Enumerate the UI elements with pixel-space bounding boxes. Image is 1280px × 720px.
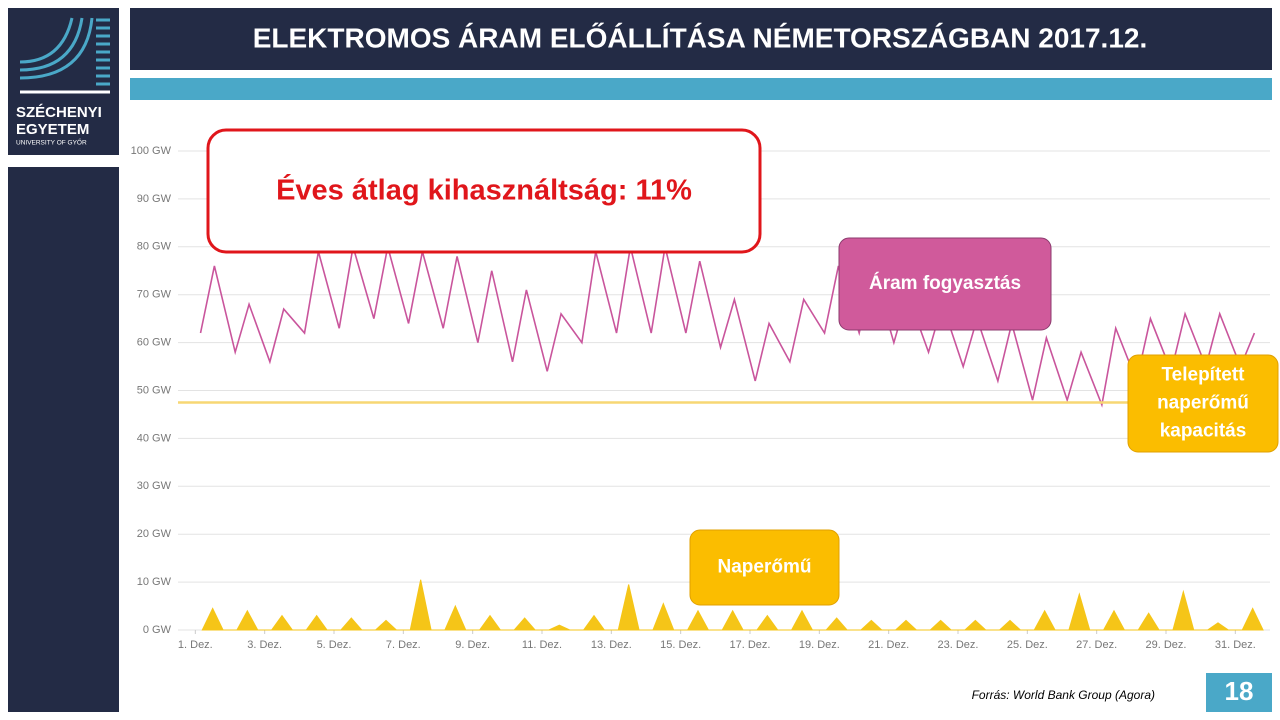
y-tick-label: 50 GW [137,384,172,396]
y-tick-label: 20 GW [137,528,172,540]
x-tick-label: 29. Dez. [1146,639,1187,651]
logo-text: EGYETEM [16,121,89,138]
x-tick-label: 13. Dez. [591,639,632,651]
x-tick-label: 17. Dez. [730,639,771,651]
x-tick-label: 7. Dez. [386,639,421,651]
y-tick-label: 90 GW [137,193,172,205]
source: Forrás: World Bank Group (Agora) [972,688,1155,702]
y-tick-label: 60 GW [137,337,172,349]
title-bar [130,8,1272,70]
accent-bar [130,78,1272,100]
logo-text: SZÉCHENYI [16,104,102,121]
x-tick-label: 23. Dez. [938,639,979,651]
chart: 0 GW 10 GW 20 GW 30 GW 40 GW 50 GW 60 GW 70 GW 8… [131,128,1279,651]
x-tick-label: 21. Dez. [868,639,909,651]
legend-label-box [689,529,840,606]
y-tick-label: 0 GW [143,624,172,636]
legend-label-box [838,237,1052,331]
page-number-box [1206,673,1272,712]
logo-mark [19,17,110,94]
x-tick-label: 3. Dez. [247,639,282,651]
y-tick-label: 100 GW [131,145,172,157]
annotation: Éves átlag kihasználtság: 11% [276,173,692,207]
y-tick-label: 40 GW [137,432,172,444]
y-tick-label: 80 GW [137,241,172,253]
x-tick-label: 11. Dez. [522,639,562,651]
x-tick-label: 25. Dez. [1007,639,1048,651]
area [201,579,1264,631]
x-tick-label: 9. Dez. [455,639,490,651]
x-tick-label: 15. Dez. [660,639,701,651]
y-tick-label: 30 GW [137,480,172,492]
logo-text: UNIVERSITY OF GYŐR [16,138,87,147]
sidebar [8,167,119,712]
x-tick-label: 1. Dez. [178,639,213,651]
legend-label: Áram fogyasztás [869,272,1021,294]
x-tick-label: 31. Dez. [1215,639,1256,651]
x-tick-label: 5. Dez. [317,639,352,651]
reference-label-box [1127,354,1279,453]
line [199,246,1256,408]
page-number: 18 [1225,676,1254,706]
logo-panel [8,8,119,155]
annotation-box [206,128,762,254]
x-tick-label: 27. Dez. [1076,639,1117,651]
reference-label: kapacitás [1160,421,1247,442]
title: ELEKTROMOS ÁRAM ELŐÁLLÍTÁSA NÉMETORSZÁGB… [253,22,1148,53]
legend-label: Naperőmű [718,557,812,578]
y-tick-label: 70 GW [137,289,172,301]
y-tick-label: 10 GW [137,576,172,588]
x-tick-label: 19. Dez. [799,639,840,651]
reference-label: naperőmű [1157,393,1249,414]
reference-label: Telepített [1161,365,1245,386]
